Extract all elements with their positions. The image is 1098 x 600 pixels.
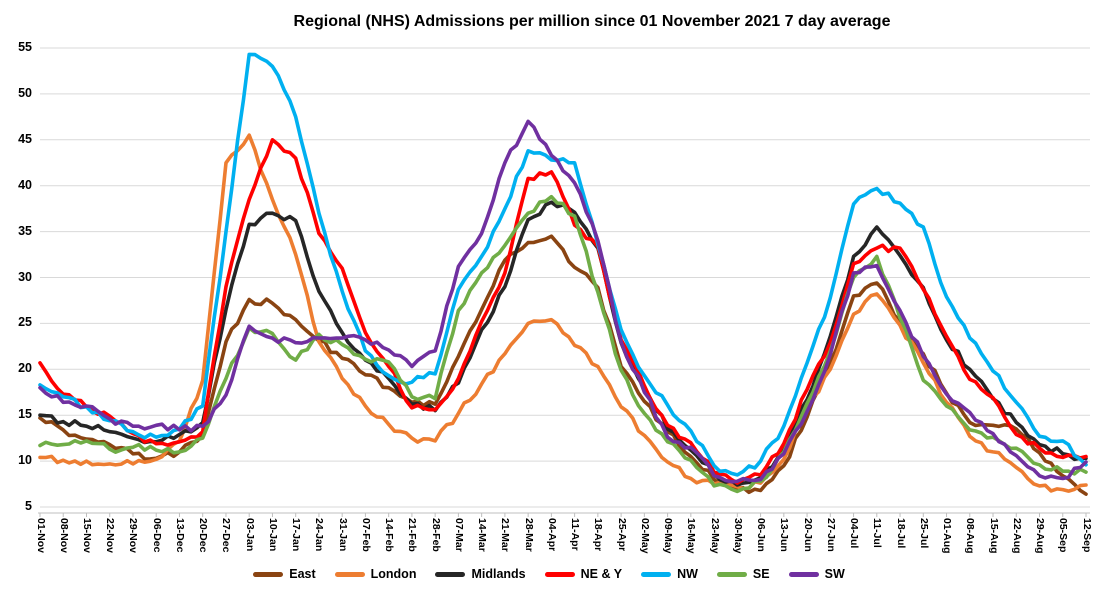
y-tick-label-40: 40	[18, 177, 32, 192]
x-tick-label-20-Jun: 20-Jun	[801, 518, 814, 552]
legend-swatch-icon	[544, 571, 575, 577]
x-tick-label-22-Aug: 22-Aug	[1010, 518, 1023, 554]
x-tick-label-31-Jan: 31-Jan	[336, 518, 349, 552]
x-tick-label-24-Jan: 24-Jan	[313, 518, 326, 552]
legend-swatch-icon	[435, 571, 466, 577]
x-tick-label-27-Jun: 27-Jun	[824, 518, 837, 552]
x-tick-label-11-Jul: 11-Jul	[871, 518, 884, 548]
x-tick-label-04-Jul: 04-Jul	[848, 518, 861, 549]
x-tick-label-27-Dec: 27-Dec	[220, 518, 233, 553]
x-tick-label-03-Jan: 03-Jan	[243, 518, 256, 552]
x-tick-label-13-Jun: 13-Jun	[778, 518, 791, 552]
x-tick-label-09-May: 09-May	[662, 518, 675, 554]
legend-item-east: East	[253, 567, 316, 581]
x-tick-label-07-Mar: 07-Mar	[452, 518, 465, 552]
x-tick-label-18-Jul: 18-Jul	[894, 518, 907, 549]
x-tick-label-28-Mar: 28-Mar	[522, 518, 535, 552]
x-tick-label-07-Feb: 07-Feb	[359, 518, 372, 552]
x-tick-label-10-Jan: 10-Jan	[266, 518, 279, 552]
y-tick-label-50: 50	[18, 85, 32, 100]
legend-label: SE	[752, 567, 770, 581]
x-tick-label-08-Nov: 08-Nov	[57, 518, 70, 554]
x-tick-label-15-Aug: 15-Aug	[987, 518, 1000, 554]
x-tick-label-01-Nov: 01-Nov	[34, 518, 47, 554]
x-tick-label-20-Dec: 20-Dec	[197, 518, 210, 553]
legend-item-nw: NW	[641, 567, 698, 581]
series-line-east	[38, 234, 1088, 496]
y-tick-label-30: 30	[18, 269, 32, 284]
legend-label: Midlands	[471, 567, 526, 581]
y-tick-label-10: 10	[18, 453, 32, 468]
y-tick-label-15: 15	[18, 407, 32, 422]
x-tick-label-17-Jan: 17-Jan	[290, 518, 303, 552]
x-tick-label-14-Mar: 14-Mar	[476, 518, 489, 552]
y-tick-label-5: 5	[25, 499, 32, 513]
legend-label: NE & Y	[580, 567, 623, 581]
legend-swatch-icon	[253, 571, 284, 577]
series-line-sw	[38, 119, 1088, 484]
x-tick-label-29-Aug: 29-Aug	[1034, 518, 1046, 554]
x-tick-label-06-Jun: 06-Jun	[755, 518, 768, 552]
series-line-ne-y	[38, 138, 1088, 485]
x-tick-label-04-Apr: 04-Apr	[545, 518, 558, 552]
x-tick-label-05-Sep: 05-Sep	[1057, 518, 1070, 553]
x-tick-label-28-Feb: 28-Feb	[429, 518, 442, 552]
x-tick-label-15-Nov: 15-Nov	[80, 518, 93, 554]
legend-swatch-icon	[716, 571, 747, 577]
legend-item-london: London	[334, 567, 417, 581]
legend-label: NW	[677, 567, 698, 581]
x-tick-label-25-Jul: 25-Jul	[917, 518, 930, 549]
legend-item-ne-y: NE & Y	[544, 567, 623, 581]
x-tick-label-22-Nov: 22-Nov	[104, 518, 117, 554]
legend-swatch-icon	[641, 571, 672, 577]
legend-item-sw: SW	[788, 567, 845, 581]
legend-label: SW	[824, 567, 845, 581]
x-tick-label-21-Mar: 21-Mar	[499, 518, 512, 552]
x-tick-label-11-Apr: 11-Apr	[569, 518, 582, 551]
x-tick-label-08-Aug: 08-Aug	[964, 518, 977, 554]
x-tick-label-02-May: 02-May	[638, 518, 651, 554]
y-tick-label-55: 55	[18, 40, 32, 54]
x-tick-label-06-Dec: 06-Dec	[150, 518, 163, 553]
x-tick-label-29-Nov: 29-Nov	[127, 518, 140, 554]
x-tick-label-12-Sep: 12-Sep	[1080, 518, 1093, 553]
x-tick-label-21-Feb: 21-Feb	[406, 518, 419, 552]
legend-swatch-icon	[788, 571, 819, 577]
x-tick-label-16-May: 16-May	[685, 518, 698, 554]
y-tick-label-25: 25	[18, 315, 32, 330]
x-tick-label-13-Dec: 13-Dec	[173, 518, 186, 553]
y-tick-label-45: 45	[18, 131, 32, 146]
legend-label: East	[289, 567, 316, 581]
legend-item-midlands: Midlands	[435, 567, 526, 581]
x-tick-label-30-May: 30-May	[731, 518, 744, 554]
x-tick-label-25-Apr: 25-Apr	[615, 518, 628, 552]
y-tick-label-35: 35	[18, 223, 32, 238]
x-tick-label-23-May: 23-May	[708, 518, 721, 554]
legend: East London Midlands NE & Y NW SE SW	[0, 567, 1098, 581]
x-tick-label-01-Aug: 01-Aug	[941, 518, 954, 554]
legend-swatch-icon	[334, 571, 365, 577]
legend-item-se: SE	[716, 567, 770, 581]
y-tick-label-20: 20	[18, 361, 32, 376]
legend-label: London	[370, 567, 417, 581]
chart-title: Regional (NHS) Admissions per million si…	[293, 13, 891, 30]
x-tick-label-14-Feb: 14-Feb	[383, 518, 396, 552]
series-line-nw	[38, 52, 1088, 477]
x-tick-label-18-Apr: 18-Apr	[592, 518, 605, 552]
